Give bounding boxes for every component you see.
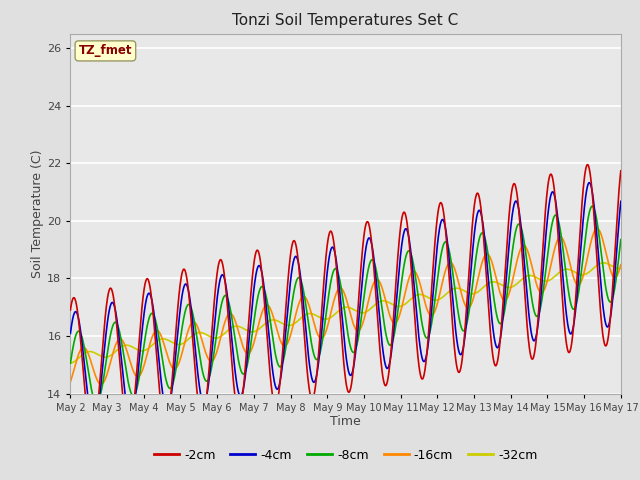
- Y-axis label: Soil Temperature (C): Soil Temperature (C): [31, 149, 44, 278]
- -4cm: [431, 264, 439, 270]
- Line: -2cm: -2cm: [70, 165, 621, 439]
- -4cm: [617, 199, 625, 204]
- -16cm: [97, 382, 105, 387]
- -2cm: [617, 168, 625, 174]
- -16cm: [617, 262, 625, 267]
- Text: TZ_fmet: TZ_fmet: [79, 44, 132, 58]
- Line: -8cm: -8cm: [70, 206, 621, 403]
- -32cm: [250, 329, 258, 335]
- -32cm: [189, 333, 196, 338]
- -8cm: [93, 400, 100, 406]
- -4cm: [586, 180, 593, 186]
- -2cm: [552, 202, 559, 207]
- Line: -16cm: -16cm: [70, 228, 621, 384]
- -16cm: [189, 319, 197, 325]
- -32cm: [175, 342, 183, 348]
- -2cm: [88, 436, 95, 442]
- -8cm: [189, 312, 197, 318]
- -2cm: [584, 162, 591, 168]
- -2cm: [431, 235, 439, 241]
- -4cm: [251, 279, 259, 285]
- Legend: -2cm, -4cm, -8cm, -16cm, -32cm: -2cm, -4cm, -8cm, -16cm, -32cm: [149, 444, 542, 467]
- -8cm: [251, 313, 259, 319]
- -16cm: [67, 379, 74, 385]
- -32cm: [67, 360, 74, 366]
- -2cm: [504, 237, 511, 243]
- -4cm: [90, 421, 97, 427]
- -16cm: [504, 295, 511, 301]
- Line: -4cm: -4cm: [70, 183, 621, 424]
- -16cm: [176, 358, 184, 363]
- -4cm: [552, 199, 559, 205]
- -4cm: [176, 310, 184, 316]
- -32cm: [503, 284, 511, 290]
- -2cm: [251, 255, 259, 261]
- -8cm: [617, 237, 625, 242]
- -16cm: [251, 337, 259, 343]
- -8cm: [67, 360, 74, 366]
- -16cm: [593, 226, 601, 231]
- Title: Tonzi Soil Temperatures Set C: Tonzi Soil Temperatures Set C: [232, 13, 459, 28]
- -8cm: [431, 294, 439, 300]
- -4cm: [67, 331, 74, 336]
- Line: -32cm: -32cm: [70, 263, 621, 363]
- -2cm: [189, 343, 197, 349]
- X-axis label: Time: Time: [330, 415, 361, 429]
- -32cm: [552, 273, 559, 279]
- -16cm: [431, 307, 439, 313]
- -8cm: [176, 340, 184, 346]
- -16cm: [552, 242, 559, 248]
- -32cm: [617, 265, 625, 271]
- -8cm: [588, 204, 596, 209]
- -2cm: [67, 307, 74, 313]
- -2cm: [176, 285, 184, 290]
- -8cm: [552, 212, 559, 218]
- -4cm: [504, 265, 511, 271]
- -4cm: [189, 324, 197, 330]
- -32cm: [431, 297, 439, 303]
- -32cm: [600, 260, 607, 266]
- -8cm: [504, 290, 511, 296]
